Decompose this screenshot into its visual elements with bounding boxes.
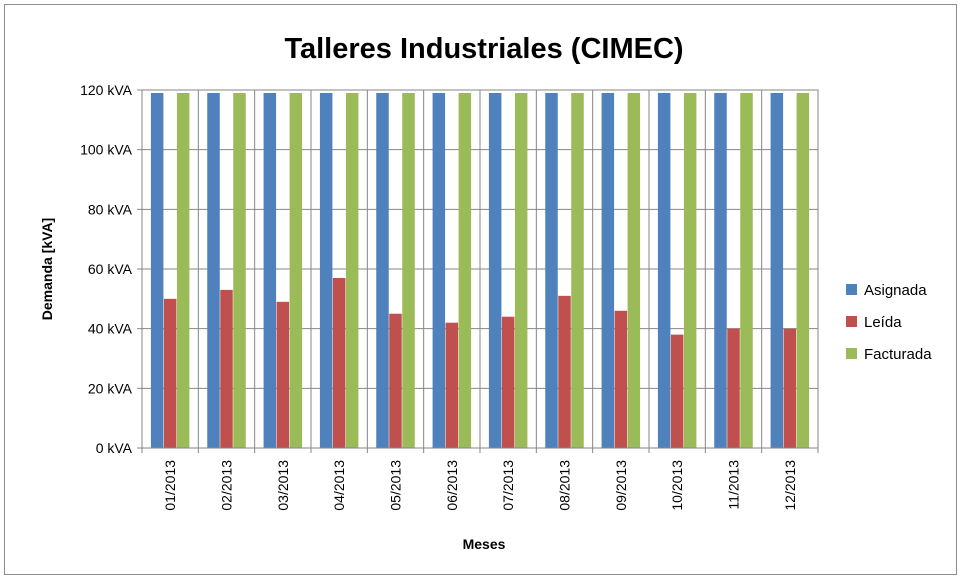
bar-leida	[614, 310, 628, 448]
bar-facturada	[402, 92, 415, 448]
bar-facturada	[345, 92, 359, 448]
bar-leida	[163, 298, 177, 448]
x-axis-ticks: 01/2013 02/2013 03/2013 04/2013 05/2013 06/20…	[141, 448, 819, 511]
bar-leida	[445, 322, 459, 448]
bar-leida	[501, 316, 515, 448]
bar-leida	[220, 289, 233, 448]
bar-asignada	[545, 92, 558, 448]
bar-facturada	[514, 92, 528, 448]
bar-asignada	[207, 92, 220, 448]
x-tick-label: 02/2013	[219, 460, 235, 511]
bar-facturada	[176, 92, 190, 448]
bar-facturada	[796, 92, 810, 448]
bar-asignada	[488, 92, 502, 448]
y-tick-label: 80 kVA	[88, 201, 133, 217]
legend-swatch	[846, 348, 857, 359]
bar-asignada	[432, 92, 446, 448]
bar-facturada	[627, 92, 641, 448]
y-tick-label: 0 kVA	[96, 440, 133, 456]
bar-asignada	[150, 92, 164, 448]
x-tick-label: 01/2013	[162, 460, 178, 511]
y-tick-label: 100 kVA	[80, 142, 133, 158]
x-tick-label: 03/2013	[275, 460, 291, 511]
bars	[150, 92, 810, 448]
y-axis-ticks: 0 kVA 20 kVA 40 kVA 60 kVA 80 kVA 100 kVA 120 …	[80, 82, 142, 456]
bar-leida	[670, 334, 684, 448]
bar-leida	[332, 277, 346, 448]
bar-leida	[389, 313, 402, 448]
x-tick-label: 06/2013	[444, 460, 460, 511]
bar-asignada	[263, 92, 277, 448]
bar-asignada	[770, 92, 784, 448]
x-tick-label: 04/2013	[331, 460, 347, 511]
bar-asignada	[601, 92, 615, 448]
legend-label: Leída	[864, 314, 902, 331]
bar-asignada	[319, 92, 333, 448]
legend-label: Facturada	[864, 346, 932, 363]
x-tick-label: 07/2013	[500, 460, 516, 511]
legend-swatch	[846, 284, 857, 295]
chart-title: Talleres Industriales (CIMEC)	[284, 33, 683, 65]
y-tick-label: 60 kVA	[88, 261, 133, 277]
x-tick-label: 05/2013	[388, 460, 404, 511]
legend-label: Asignada	[864, 282, 927, 299]
y-tick-label: 20 kVA	[88, 380, 133, 396]
y-tick-label: 120 kVA	[80, 82, 133, 98]
bar-facturada	[233, 92, 246, 448]
bar-asignada	[657, 92, 671, 448]
bar-leida	[558, 295, 571, 448]
bar-asignada	[714, 92, 727, 448]
bar-facturada	[458, 92, 472, 448]
bar-asignada	[376, 92, 389, 448]
x-tick-label: 10/2013	[669, 460, 685, 511]
x-tick-label: 11/2013	[726, 460, 742, 510]
x-tick-label: 09/2013	[613, 460, 629, 511]
bar-facturada	[289, 92, 303, 448]
bar-facturada	[571, 92, 584, 448]
bar-leida	[276, 301, 290, 448]
legend: Asignada Leída Facturada	[846, 282, 932, 363]
y-tick-label: 40 kVA	[88, 321, 133, 337]
bar-facturada	[740, 92, 753, 448]
bar-leida	[727, 328, 740, 448]
bar-leida	[783, 328, 797, 448]
x-axis-label: Meses	[463, 536, 506, 552]
bar-facturada	[683, 92, 697, 448]
legend-swatch	[846, 316, 857, 327]
x-tick-label: 12/2013	[782, 460, 798, 511]
y-axis-label: Demanda [kVA]	[39, 218, 55, 320]
x-tick-label: 08/2013	[557, 460, 573, 511]
